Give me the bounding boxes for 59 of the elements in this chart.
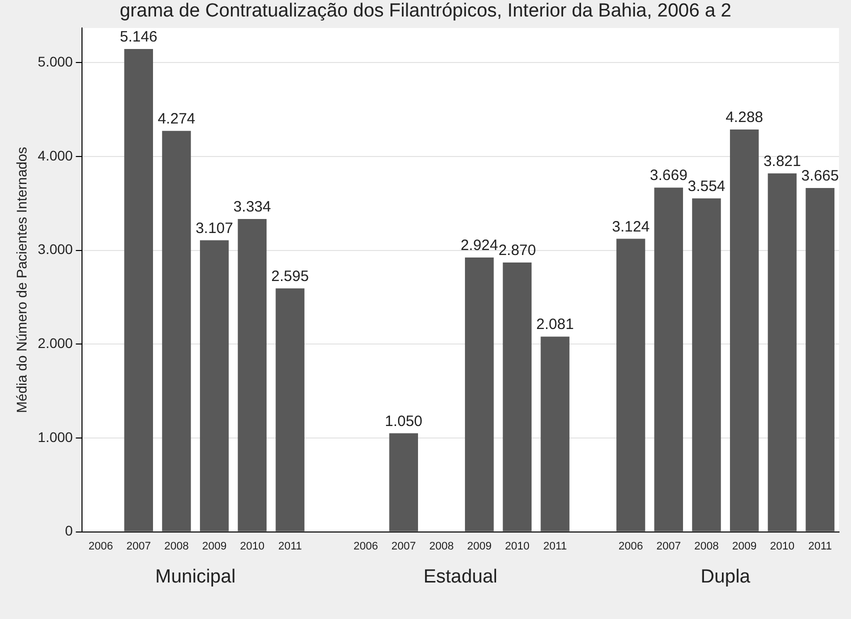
bar [768, 173, 797, 532]
data-label: 3.554 [688, 178, 726, 196]
x-tick-label: 2007 [656, 540, 681, 552]
data-label: 3.821 [763, 152, 801, 170]
data-label: 4.288 [726, 109, 764, 126]
y-tick-label: 2.000 [38, 335, 74, 352]
y-tick-label: 4.000 [38, 147, 74, 164]
data-label: 1.050 [384, 412, 422, 430]
bar [464, 257, 494, 532]
data-label: 2.870 [498, 242, 536, 260]
data-label: 3.107 [196, 220, 234, 237]
text: Estadual [423, 566, 498, 588]
text: Municipal [155, 566, 236, 588]
y-tick-label: 5.000 [38, 54, 74, 70]
bar [692, 198, 721, 532]
y-tick-label: 0 [65, 522, 74, 539]
x-tick-label: 2009 [732, 540, 757, 552]
bar [276, 288, 304, 532]
y-tick-label: 1.000 [38, 428, 74, 445]
bar [389, 433, 418, 532]
bar [806, 188, 834, 532]
x-tick-label: 2006 [354, 540, 378, 552]
data-label: 3.124 [612, 218, 650, 236]
bar [502, 262, 532, 532]
bar [730, 130, 759, 532]
text: Dupla [700, 566, 751, 588]
data-label: 3.669 [650, 167, 688, 184]
y-tick-label: 3.000 [38, 241, 74, 258]
y-axis-title: Média do Número de Pacientes Internados [13, 146, 30, 413]
x-tick-label: 2009 [202, 540, 227, 552]
x-tick-label: 2007 [126, 540, 151, 552]
bar [162, 130, 191, 532]
x-tick-label: 2010 [770, 540, 794, 552]
data-label: 2.924 [460, 237, 498, 254]
x-tick-label: 2007 [391, 540, 416, 552]
bar [540, 336, 570, 532]
data-label: 3.665 [801, 168, 839, 185]
x-tick-label: 2011 [278, 540, 302, 552]
data-label: 3.334 [233, 198, 271, 216]
bar [238, 219, 267, 532]
x-tick-label: 2008 [429, 540, 454, 552]
chart-title: grama de Contratualização dos Filantrópicos, Interior da Bahia, 2006 a 2 [120, 0, 732, 22]
data-label: 4.274 [158, 110, 196, 128]
x-tick-label: 2010 [504, 540, 530, 552]
bar [654, 188, 684, 532]
data-label: 5.146 [120, 28, 158, 46]
x-tick-label: 2006 [618, 540, 644, 552]
x-tick-label: 2010 [240, 540, 264, 552]
bar [200, 240, 229, 532]
data-label: 2.081 [536, 316, 574, 334]
x-tick-label: 2011 [543, 540, 567, 552]
bar [616, 238, 646, 532]
x-tick-label: 2008 [164, 540, 189, 552]
x-tick-label: 2006 [88, 540, 114, 552]
x-tick-label: 2009 [467, 540, 492, 552]
x-tick-label: 2011 [808, 540, 832, 552]
data-label: 2.595 [271, 268, 309, 285]
bar [124, 49, 154, 532]
x-tick-label: 2008 [694, 540, 719, 552]
